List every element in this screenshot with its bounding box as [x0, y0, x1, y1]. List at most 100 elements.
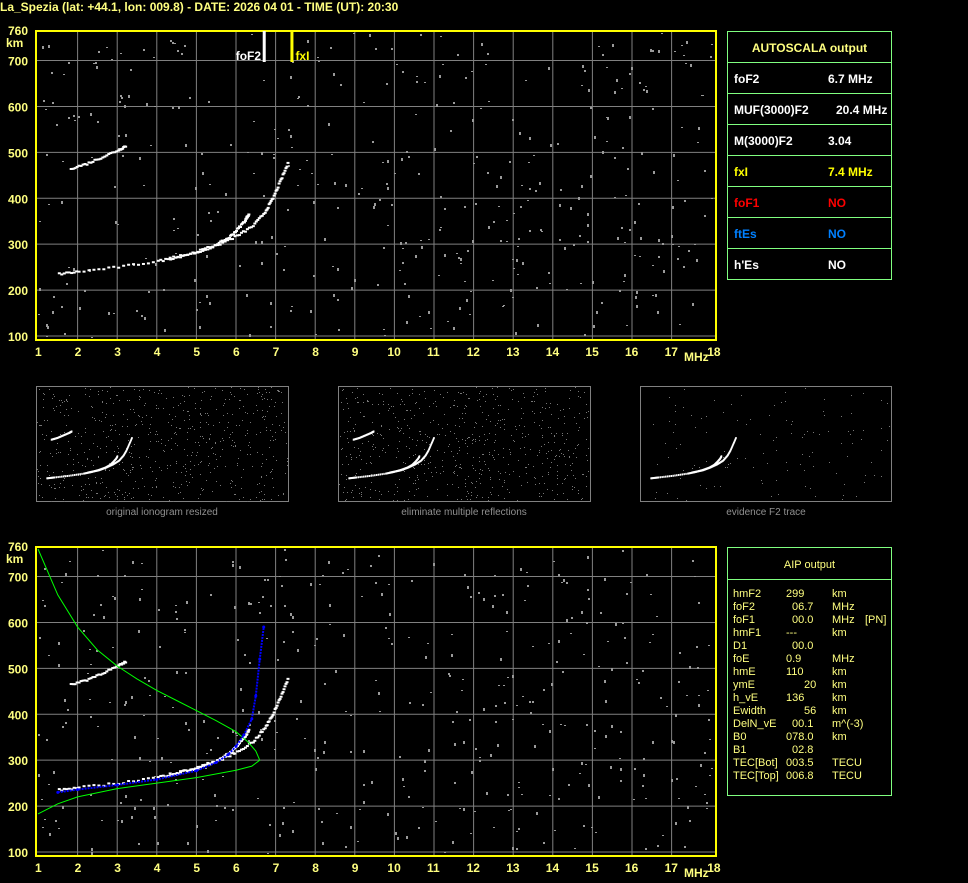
echo-point [127, 779, 131, 782]
x-trace-point [283, 169, 287, 172]
x-trace-point [269, 199, 273, 202]
x-trace-point [275, 188, 279, 191]
echo-point [99, 673, 103, 676]
aip-cell: 00.0 [792, 640, 814, 652]
echo-point [350, 477, 352, 480]
echo-point [237, 742, 241, 745]
echo-point [68, 474, 70, 477]
o-trace-point [77, 270, 81, 273]
echo-point [172, 773, 176, 776]
echo-point [75, 681, 79, 684]
echo-point [102, 467, 104, 470]
echo-point [665, 475, 667, 478]
second-hop-point [73, 167, 77, 170]
x-trace-point [260, 214, 264, 217]
echo-point [243, 746, 247, 749]
second-hop-point [113, 151, 117, 154]
row-value: 6.7 MHz [828, 72, 873, 86]
aip-cell: B0 [733, 731, 747, 743]
echo-point [81, 472, 83, 475]
x-trace-point [249, 226, 253, 229]
row-label: h'Es [734, 258, 759, 272]
row-value: 7.4 MHz [828, 165, 873, 179]
echo-point [735, 437, 737, 439]
o-trace-point [223, 238, 227, 241]
echo-point [263, 727, 267, 730]
x-tick-label: 9 [352, 861, 359, 875]
echo-point [50, 476, 52, 479]
x-tick-label: 14 [546, 345, 560, 359]
echo-point [279, 695, 283, 698]
o-trace-point [151, 261, 155, 264]
echo-point [132, 780, 136, 783]
echo-point [273, 708, 277, 711]
aip-cell: B1 [733, 744, 747, 756]
echo-point [705, 468, 707, 471]
echo-point [272, 711, 276, 714]
y-tick-label: 700 [8, 55, 28, 69]
echo-point [285, 681, 289, 684]
echo-point [400, 469, 403, 472]
x-trace-point [179, 254, 183, 257]
x-tick-label: 3 [114, 345, 121, 359]
echo-point [239, 748, 243, 751]
aip-cell: MHz [832, 601, 855, 613]
x-tick-label: 11 [427, 861, 440, 875]
x-tick-label: 3 [114, 861, 121, 875]
echo-point [372, 474, 374, 477]
echo-point [418, 455, 421, 458]
echo-point [89, 677, 93, 680]
echo-point [218, 757, 222, 760]
echo-point [708, 467, 710, 470]
x-trace-point [192, 252, 196, 255]
o-trace-point [117, 266, 121, 269]
second-hop-point [79, 164, 83, 167]
echo-point [710, 465, 713, 468]
echo-point [379, 473, 382, 476]
echo-point [69, 683, 73, 686]
echo-point [53, 476, 56, 479]
echo-point [236, 744, 239, 747]
echo-point [233, 752, 237, 755]
aip-cell: 00.0 [792, 614, 814, 626]
echo-point [111, 463, 114, 466]
echo-point [657, 476, 660, 479]
x-trace-point [256, 218, 260, 221]
second-hop-point [95, 158, 99, 161]
echo-point [257, 734, 261, 737]
thumbnail-caption: evidence F2 trace [726, 507, 806, 518]
echo-point [141, 778, 145, 781]
noise-echoes [653, 388, 890, 501]
echo-point [397, 469, 399, 472]
echo-point [83, 472, 85, 475]
x-trace-point [282, 172, 286, 175]
x-trace-point [226, 239, 230, 242]
echo-point [111, 667, 115, 670]
x-trace-point [233, 235, 237, 238]
echo-point [198, 766, 202, 769]
x-trace-point [228, 238, 232, 241]
x-trace-point [286, 161, 290, 164]
echo-point [189, 768, 193, 771]
o-trace-point [102, 268, 106, 271]
echo-point [107, 465, 110, 468]
echo-point [72, 786, 76, 789]
x-trace-point [206, 248, 210, 251]
echo-point [700, 469, 703, 472]
echo-point [709, 466, 711, 469]
echo-point [280, 692, 284, 695]
row-label: ftEs [734, 227, 757, 241]
echo-point [663, 475, 665, 478]
echo-point [65, 788, 69, 791]
echo-point [116, 455, 119, 458]
echo-point [156, 776, 160, 779]
o-trace-point [57, 272, 61, 275]
echo-point [412, 464, 415, 467]
o-trace-point [72, 271, 76, 274]
echo-point [668, 475, 671, 478]
x-trace-point [196, 250, 200, 253]
echo-point [124, 661, 128, 664]
x-trace-point [237, 234, 241, 237]
second-hop-point [75, 165, 79, 168]
x-trace-point [271, 197, 275, 200]
